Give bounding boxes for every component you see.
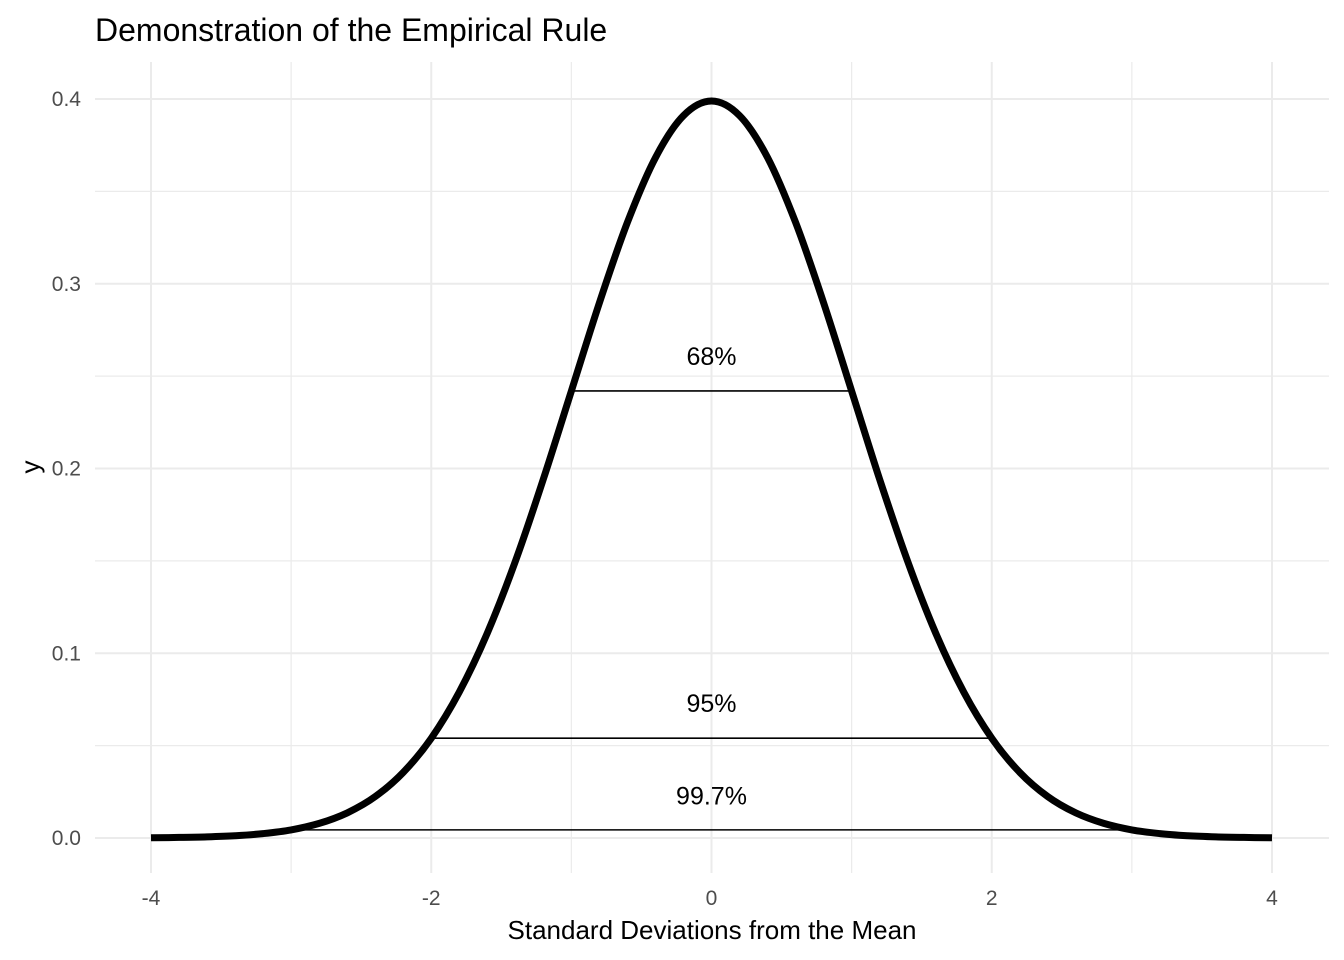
density-curve-line bbox=[150, 97, 1273, 842]
density-curve bbox=[150, 97, 1273, 842]
y-tick-label: 0.0 bbox=[52, 827, 81, 850]
y-axis-ticks: 0.0 0.1 0.2 0.3 0.4 bbox=[52, 88, 82, 850]
grid-lines bbox=[95, 62, 1329, 873]
y-tick-label: 0.1 bbox=[52, 642, 81, 665]
x-tick-label: -4 bbox=[142, 887, 161, 910]
y-axis-label: y bbox=[15, 461, 45, 474]
interval-label: 68% bbox=[686, 343, 736, 371]
x-tick-label: 4 bbox=[1266, 887, 1278, 910]
interval-label: 99.7% bbox=[676, 783, 747, 811]
x-axis-ticks: -4 -2 0 2 4 bbox=[142, 887, 1279, 910]
chart-title: Demonstration of the Empirical Rule bbox=[95, 12, 607, 48]
interval-label: 95% bbox=[686, 690, 736, 718]
y-tick-label: 0.3 bbox=[52, 273, 81, 296]
y-tick-label: 0.4 bbox=[52, 88, 82, 111]
x-tick-label: 0 bbox=[706, 887, 718, 910]
x-tick-label: -2 bbox=[422, 887, 441, 910]
x-axis-label: Standard Deviations from the Mean bbox=[508, 915, 917, 945]
interval-lines bbox=[291, 390, 1132, 831]
y-tick-label: 0.2 bbox=[52, 458, 81, 481]
x-tick-label: 2 bbox=[986, 887, 998, 910]
interval-labels: 68% 95% 99.7% bbox=[676, 343, 747, 811]
